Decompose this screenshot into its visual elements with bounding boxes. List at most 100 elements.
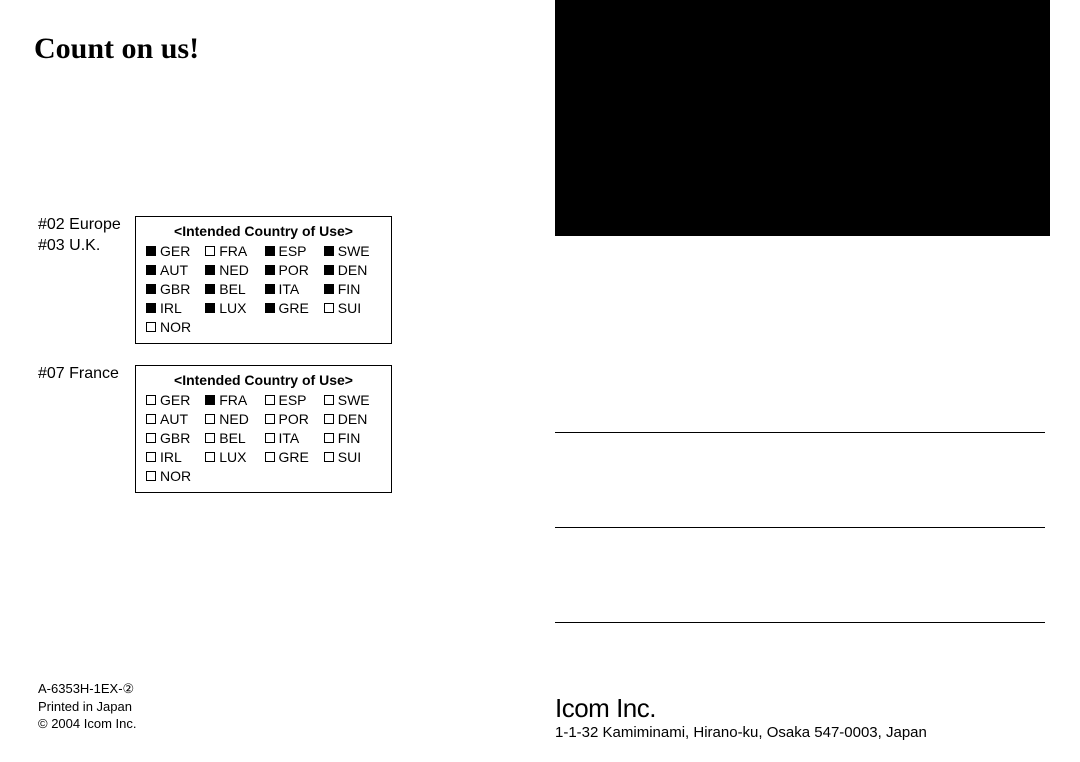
checkbox-filled-icon bbox=[205, 265, 215, 275]
checkbox-filled-icon bbox=[265, 303, 275, 313]
checkbox-empty-icon bbox=[205, 433, 215, 443]
country-code: FRA bbox=[219, 243, 247, 259]
country-item: DEN bbox=[324, 411, 381, 427]
country-box-title: <Intended Country of Use> bbox=[146, 223, 381, 239]
country-box: <Intended Country of Use> GER FRA ESP SWE AUT… bbox=[135, 216, 392, 344]
checkbox-filled-icon bbox=[265, 284, 275, 294]
part-number-block: A-6353H-1EX-② Printed in Japan © 2004 Ic… bbox=[38, 680, 136, 733]
country-item: GRE bbox=[265, 449, 322, 465]
checkbox-empty-icon bbox=[324, 433, 334, 443]
country-code: SUI bbox=[338, 300, 361, 316]
country-code: GRE bbox=[279, 300, 309, 316]
checkbox-empty-icon bbox=[265, 452, 275, 462]
checkbox-filled-icon bbox=[146, 303, 156, 313]
country-item: SWE bbox=[324, 243, 381, 259]
country-item: GBR bbox=[146, 430, 203, 446]
country-item: SUI bbox=[324, 300, 381, 316]
country-item: NOR bbox=[146, 319, 203, 335]
country-item: SUI bbox=[324, 449, 381, 465]
country-code: DEN bbox=[338, 411, 368, 427]
checkbox-empty-icon bbox=[265, 433, 275, 443]
country-item: NED bbox=[205, 411, 262, 427]
region-label: #03 U.K. bbox=[38, 237, 100, 255]
country-item: BEL bbox=[205, 430, 262, 446]
checkbox-filled-icon bbox=[146, 246, 156, 256]
country-code: ESP bbox=[279, 392, 307, 408]
country-item: FRA bbox=[205, 392, 262, 408]
checkbox-empty-icon bbox=[265, 395, 275, 405]
checkbox-filled-icon bbox=[146, 265, 156, 275]
country-code: LUX bbox=[219, 300, 246, 316]
country-code: FRA bbox=[219, 392, 247, 408]
country-item: ITA bbox=[265, 281, 322, 297]
country-code: BEL bbox=[219, 281, 245, 297]
checkbox-filled-icon bbox=[205, 284, 215, 294]
country-code: FIN bbox=[338, 281, 361, 297]
country-code: NOR bbox=[160, 319, 191, 335]
country-grid: GERFRAESPSWEAUTNEDPORDENGBRBELITAFINIRLL… bbox=[146, 243, 381, 335]
country-item: DEN bbox=[324, 262, 381, 278]
checkbox-empty-icon bbox=[324, 395, 334, 405]
checkbox-filled-icon bbox=[205, 303, 215, 313]
country-code: IRL bbox=[160, 449, 182, 465]
country-code: SUI bbox=[338, 449, 361, 465]
country-code: NED bbox=[219, 262, 249, 278]
country-code: ESP bbox=[279, 243, 307, 259]
country-code: AUT bbox=[160, 262, 188, 278]
part-number-line1: A-6353H-1EX-② bbox=[38, 680, 136, 698]
checkbox-empty-icon bbox=[324, 452, 334, 462]
divider-line bbox=[555, 432, 1045, 433]
checkbox-empty-icon bbox=[146, 395, 156, 405]
country-item: SWE bbox=[324, 392, 381, 408]
checkbox-empty-icon bbox=[205, 414, 215, 424]
country-item: GRE bbox=[265, 300, 322, 316]
country-code: NOR bbox=[160, 468, 191, 484]
country-item: ESP bbox=[265, 392, 322, 408]
company-address: 1-1-32 Kamiminami, Hirano-ku, Osaka 547-… bbox=[555, 724, 927, 741]
country-code: NED bbox=[219, 411, 249, 427]
country-item: AUT bbox=[146, 262, 203, 278]
country-item: POR bbox=[265, 411, 322, 427]
country-code: GER bbox=[160, 243, 190, 259]
country-box: <Intended Country of Use> GER FRA ESP SWE AUT… bbox=[135, 365, 392, 493]
checkbox-filled-icon bbox=[324, 246, 334, 256]
country-code: ITA bbox=[279, 430, 300, 446]
country-code: LUX bbox=[219, 449, 246, 465]
country-code: GBR bbox=[160, 281, 190, 297]
country-item: ITA bbox=[265, 430, 322, 446]
country-item: FRA bbox=[205, 243, 262, 259]
country-item: GER bbox=[146, 392, 203, 408]
checkbox-empty-icon bbox=[205, 452, 215, 462]
divider-line bbox=[555, 622, 1045, 623]
checkbox-empty-icon bbox=[205, 246, 215, 256]
country-box-title: <Intended Country of Use> bbox=[146, 372, 381, 388]
country-code: GER bbox=[160, 392, 190, 408]
checkbox-empty-icon bbox=[146, 414, 156, 424]
checkbox-empty-icon bbox=[324, 414, 334, 424]
country-code: ITA bbox=[279, 281, 300, 297]
country-code: FIN bbox=[338, 430, 361, 446]
part-number-line3: © 2004 Icom Inc. bbox=[38, 715, 136, 733]
country-item: NED bbox=[205, 262, 262, 278]
checkbox-empty-icon bbox=[146, 322, 156, 332]
country-code: AUT bbox=[160, 411, 188, 427]
checkbox-empty-icon bbox=[146, 452, 156, 462]
slogan: Count on us! bbox=[34, 32, 199, 66]
company-name: Icom Inc. bbox=[555, 693, 656, 724]
country-item: FIN bbox=[324, 430, 381, 446]
country-item: LUX bbox=[205, 449, 262, 465]
black-block bbox=[555, 0, 1050, 236]
checkbox-filled-icon bbox=[265, 246, 275, 256]
checkbox-empty-icon bbox=[146, 433, 156, 443]
country-code: POR bbox=[279, 411, 309, 427]
region-label: #07 France bbox=[38, 365, 119, 383]
checkbox-filled-icon bbox=[146, 284, 156, 294]
country-item: AUT bbox=[146, 411, 203, 427]
country-item: POR bbox=[265, 262, 322, 278]
region-label: #02 Europe bbox=[38, 216, 121, 234]
divider-line bbox=[555, 527, 1045, 528]
country-item: ESP bbox=[265, 243, 322, 259]
country-item: NOR bbox=[146, 468, 203, 484]
checkbox-filled-icon bbox=[205, 395, 215, 405]
country-code: SWE bbox=[338, 243, 370, 259]
